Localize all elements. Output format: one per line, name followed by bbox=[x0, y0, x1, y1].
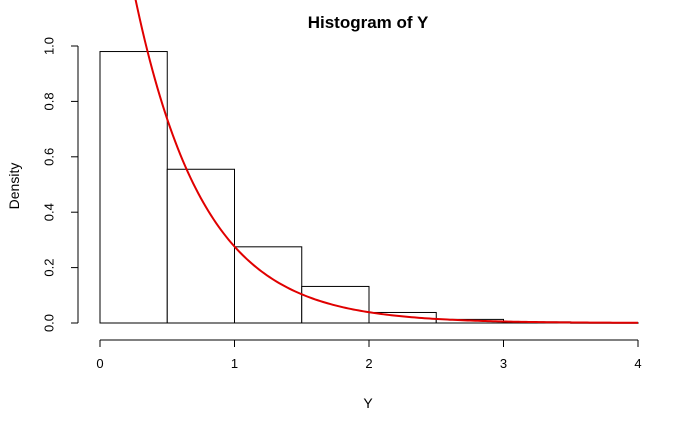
y-tick-label-5: 1.0 bbox=[42, 37, 57, 55]
histogram-bar-4 bbox=[368, 311, 437, 324]
x-tick-label-2: 2 bbox=[365, 356, 372, 371]
density-curve bbox=[134, 0, 639, 324]
y-axis: 0.0 0.2 0.4 0.6 0.8 1.0 bbox=[42, 37, 79, 332]
x-axis-label: Y bbox=[363, 395, 373, 411]
x-tick-label-0: 0 bbox=[96, 356, 103, 371]
y-tick-label-2: 0.4 bbox=[42, 203, 57, 221]
histogram-bar-2 bbox=[234, 246, 303, 324]
y-tick-label-3: 0.6 bbox=[42, 148, 57, 166]
x-tick-label-3: 3 bbox=[500, 356, 507, 371]
y-tick-label-0: 0.0 bbox=[42, 314, 57, 332]
y-axis-label: Density bbox=[6, 163, 22, 210]
y-tick-label-1: 0.2 bbox=[42, 259, 57, 277]
chart-title: Histogram of Y bbox=[308, 13, 429, 32]
x-tick-label-4: 4 bbox=[634, 356, 641, 371]
histogram-bars bbox=[99, 51, 639, 324]
y-tick-label-4: 0.8 bbox=[42, 92, 57, 110]
x-tick-label-1: 1 bbox=[231, 356, 238, 371]
x-axis: 0 1 2 3 4 bbox=[96, 339, 642, 371]
histogram-bar-0 bbox=[99, 51, 168, 324]
histogram-bar-1 bbox=[166, 168, 235, 324]
